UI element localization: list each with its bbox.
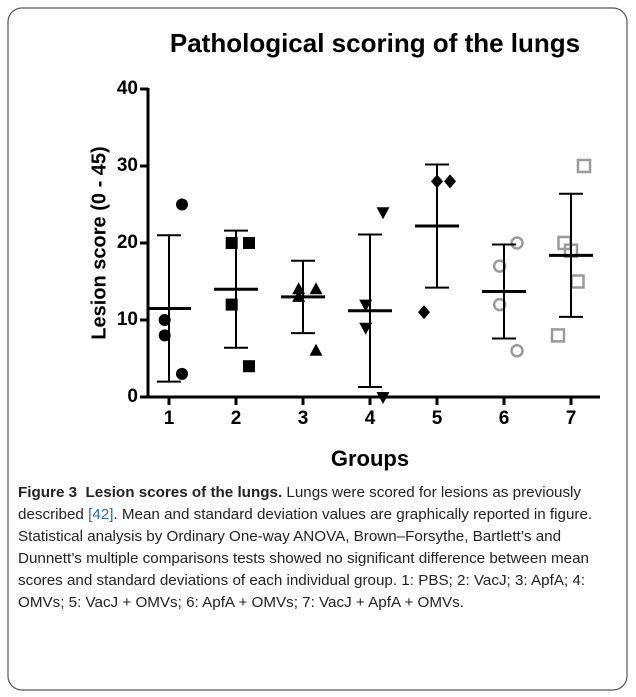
point [225,237,238,249]
point [243,360,255,373]
y-tick-label: 20 [117,232,138,253]
y-tick-label: 30 [117,155,138,176]
x-tick-label: 2 [231,408,242,429]
y-tick-label: 10 [117,309,138,330]
y-tick-label: 0 [127,386,138,407]
point [225,298,238,311]
point [492,297,507,312]
point [376,207,390,220]
point [576,158,592,174]
caption-heading: Lesion scores of the lungs. [85,484,283,501]
point [492,259,507,273]
x-tick-label: 3 [298,408,309,429]
caption: Figure 3 Lesion scores of the lungs. Lun… [18,482,624,614]
point [292,282,306,295]
point [359,299,373,312]
point [309,343,323,356]
x-tick-label: 4 [365,408,376,429]
point [444,174,456,189]
caption-label: Figure 3 [18,484,78,501]
point [176,198,188,211]
y-axis-label: Lesion score (0 - 45) [88,146,110,339]
point [243,237,255,249]
caption-text: . Mean and standard deviation values are… [18,506,593,611]
point [510,236,524,250]
point [359,322,373,335]
y-tick-label: 40 [117,78,138,99]
point [418,305,430,320]
x-tick-label: 5 [432,408,443,429]
x-tick-label: 7 [566,408,577,429]
x-tick-label: 6 [499,408,510,429]
point [570,274,585,289]
point [309,282,323,295]
caption-text: Lungs were scored for lesions as previou… [18,484,582,523]
citation[interactable]: [42] [88,506,114,523]
x-axis-label: Groups [331,446,409,471]
point [176,367,188,380]
point [550,328,566,343]
x-tick-label: 1 [164,408,175,429]
point [158,329,171,342]
point [376,392,390,404]
frame [7,7,628,691]
point [510,344,524,358]
chart-title: Pathological scoring of the lungs [170,28,580,58]
point [158,314,171,326]
